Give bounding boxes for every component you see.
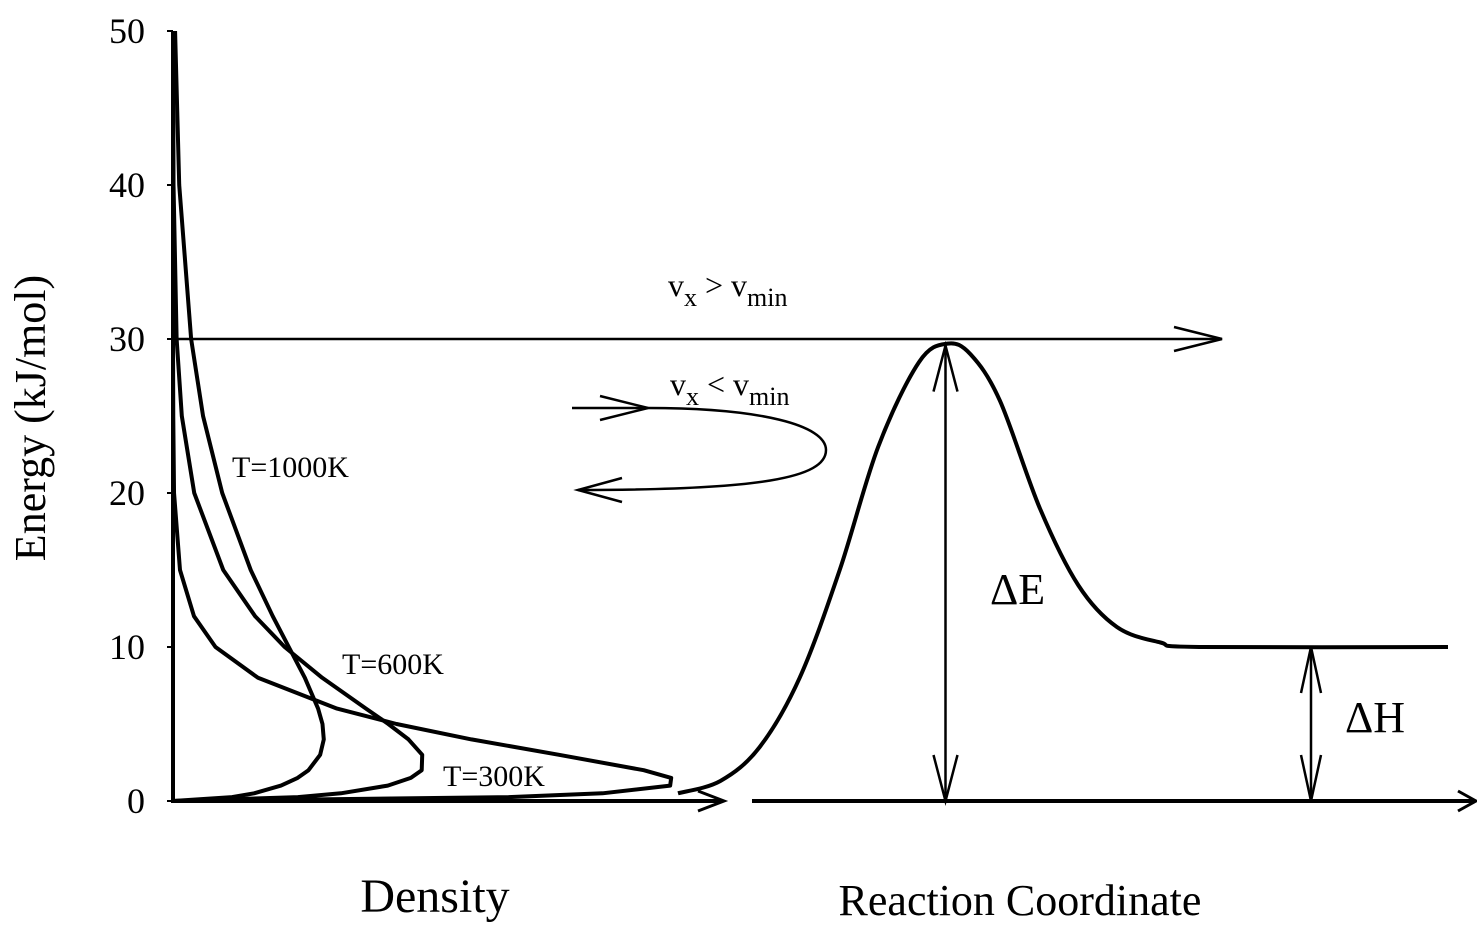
annotation-part: x: [686, 382, 699, 411]
y-tick-label: 10: [109, 627, 145, 667]
annotation-part: < v: [699, 366, 749, 402]
annotation-part: v: [668, 267, 684, 303]
annotation-part: min: [749, 382, 789, 411]
density-curve: [171, 31, 674, 803]
density-curve: [171, 30, 425, 803]
arrowhead: [1457, 789, 1477, 813]
annotation: vx > vmin: [668, 267, 788, 312]
reaction-profile: [677, 341, 1449, 796]
arrowhead: [932, 754, 959, 806]
x-axis-label: Density: [360, 870, 509, 923]
y-axis-label: Energy (kJ/mol): [6, 275, 55, 561]
arrowhead: [697, 789, 729, 813]
arrowhead: [932, 340, 959, 392]
annotation-part: min: [747, 283, 787, 312]
annotation-part: > v: [697, 267, 747, 303]
annotation-part: x: [684, 283, 697, 312]
reflection-loop: [577, 406, 828, 492]
series-label: T=600K: [342, 648, 444, 681]
y-tick-label: 40: [109, 165, 145, 205]
arrowhead: [1299, 754, 1323, 802]
arrowhead: [599, 394, 649, 422]
series-label: T=1000K: [232, 451, 349, 484]
y-tick-label: 50: [109, 11, 145, 51]
arrowhead: [1173, 325, 1223, 353]
density-curve: [172, 30, 326, 803]
y-tick-label: 0: [127, 781, 145, 821]
y-tick-label: 30: [109, 319, 145, 359]
x-axis-label: Reaction Coordinate: [839, 876, 1202, 925]
annotation: vx < vmin: [670, 366, 790, 411]
arrowhead: [573, 476, 623, 504]
annotation: ΔH: [1345, 693, 1405, 742]
annotation: ΔE: [990, 565, 1045, 614]
y-tick-label: 20: [109, 473, 145, 513]
annotation-part: v: [670, 366, 686, 402]
arrowhead: [1299, 646, 1323, 694]
series-label: T=300K: [443, 760, 545, 793]
